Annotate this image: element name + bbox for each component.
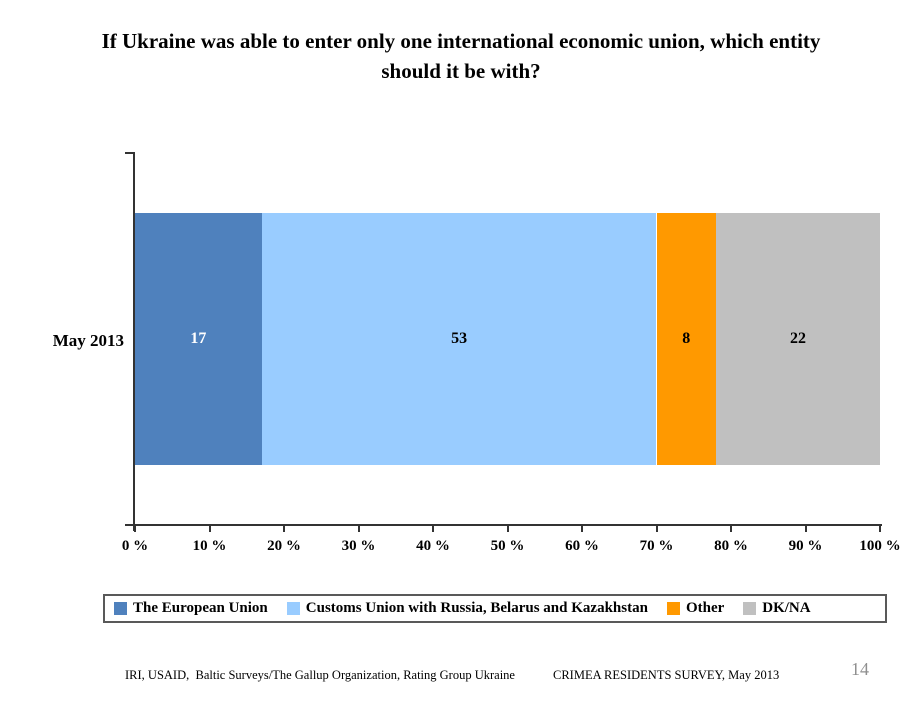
category-label: May 2013 bbox=[52, 331, 124, 350]
x-axis-tick-label: 0 % bbox=[121, 538, 149, 554]
legend-label: The European Union bbox=[133, 600, 268, 616]
legend: The European Union Customs Union with Rus… bbox=[103, 594, 887, 623]
legend-label: DK/NA bbox=[762, 600, 811, 616]
x-axis-tick-label: 50 % bbox=[490, 538, 525, 554]
x-axis-line bbox=[125, 524, 882, 526]
legend-swatch-icon bbox=[666, 602, 680, 615]
x-axis-tick bbox=[879, 526, 881, 532]
chart-title-line1: If Ukraine was able to enter only one in… bbox=[101, 29, 821, 53]
x-axis-tick-label: 30 % bbox=[341, 538, 376, 554]
x-axis-tick bbox=[357, 526, 360, 532]
legend-swatch-icon bbox=[286, 602, 300, 615]
x-axis-tick-label: 10 % bbox=[192, 538, 227, 554]
bar-segment-4: 22 bbox=[716, 213, 880, 465]
bar-segment-3: 8 bbox=[656, 213, 717, 465]
x-axis-tick bbox=[208, 526, 211, 532]
x-axis-tick bbox=[581, 526, 583, 532]
legend-item-1: The European Union bbox=[114, 600, 268, 617]
y-axis-top-tick bbox=[125, 152, 134, 154]
x-axis-tick bbox=[432, 526, 434, 532]
y-axis-line bbox=[133, 152, 135, 531]
bar-segment-value: 53 bbox=[451, 330, 468, 347]
bar-segment-1: 17 bbox=[135, 213, 262, 465]
bar-segment-value: 17 bbox=[190, 330, 207, 347]
x-axis-tick bbox=[730, 526, 732, 532]
x-axis-tick-label: 80 % bbox=[714, 538, 748, 554]
page-number: 14 bbox=[851, 659, 869, 679]
x-axis-tick-label: 70 % bbox=[639, 538, 674, 554]
legend-swatch-icon bbox=[114, 602, 127, 615]
legend-item-2: Customs Union with Russia, Belarus and K… bbox=[286, 600, 648, 617]
x-axis-tick-label: 100 % bbox=[859, 538, 901, 554]
chart-title-line2: should it be with? bbox=[381, 59, 541, 83]
x-axis-tick bbox=[655, 526, 658, 532]
x-axis-tick-label: 90 % bbox=[788, 538, 823, 554]
legend-item-3: Other bbox=[666, 600, 725, 617]
x-axis-tick bbox=[506, 526, 509, 532]
stacked-bar: 17 53 8 22 bbox=[135, 213, 880, 465]
x-axis-tick bbox=[283, 526, 285, 532]
x-axis-tick bbox=[134, 526, 136, 532]
bar-segment-value: 22 bbox=[790, 330, 807, 347]
x-axis-tick-label: 60 % bbox=[565, 538, 599, 554]
footer-survey: CRIMEA RESIDENTS SURVEY, May 2013 bbox=[553, 668, 780, 682]
x-axis-tick-label: 20 % bbox=[267, 538, 301, 554]
x-axis-tick bbox=[804, 526, 807, 532]
chart-title: If Ukraine was able to enter only one in… bbox=[0, 26, 922, 86]
legend-item-4: DK/NA bbox=[743, 600, 811, 617]
x-axis-tick-label: 40 % bbox=[416, 538, 450, 554]
bar-segment-value: 8 bbox=[682, 330, 691, 347]
legend-label: Other bbox=[685, 600, 725, 616]
bar-segment-2: 53 bbox=[261, 213, 657, 465]
legend-swatch-icon bbox=[743, 602, 757, 615]
footer-sources: IRI, USAID, Baltic Surveys/The Gallup Or… bbox=[125, 668, 515, 682]
legend-label: Customs Union with Russia, Belarus and K… bbox=[305, 600, 648, 616]
